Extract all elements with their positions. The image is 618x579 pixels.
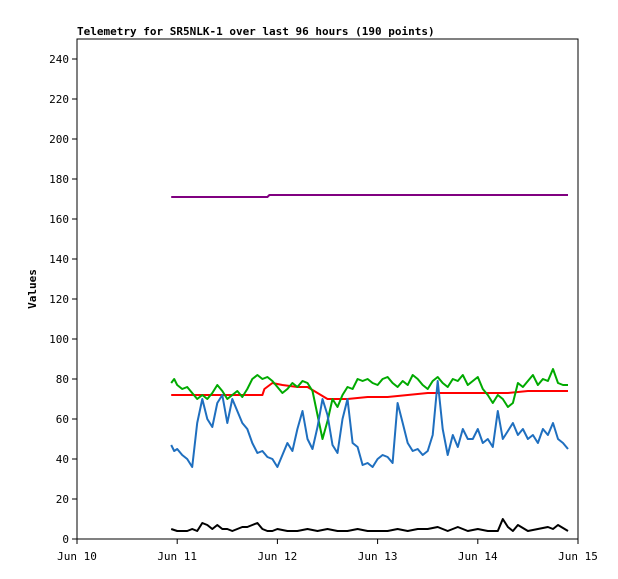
y-tick-label: 80 — [56, 373, 69, 386]
x-tick-label: Jun 12 — [258, 550, 298, 563]
x-tick-label: Jun 10 — [57, 550, 97, 563]
y-tick-label: 140 — [49, 253, 69, 266]
y-tick-label: 180 — [49, 173, 69, 186]
y-tick-label: 100 — [49, 333, 69, 346]
chart-title: Telemetry for SR5NLK-1 over last 96 hour… — [77, 25, 435, 38]
x-tick-label: Jun 11 — [157, 550, 197, 563]
y-tick-label: 0 — [62, 533, 69, 546]
y-tick-label: 40 — [56, 453, 69, 466]
y-tick-label: 220 — [49, 93, 69, 106]
y-axis-label: Values — [26, 269, 39, 309]
x-tick-label: Jun 15 — [558, 550, 598, 563]
y-tick-label: 120 — [49, 293, 69, 306]
series-line-0 — [171, 194, 568, 198]
series-line-4 — [170, 518, 569, 532]
series-lines — [170, 194, 569, 532]
series-line-2 — [170, 368, 568, 440]
y-tick-label: 200 — [49, 133, 69, 146]
series-line-3 — [170, 380, 569, 468]
x-axis: Jun 10 Jun 11 Jun 12 Jun 13 Jun 14 Jun 15 — [57, 539, 598, 563]
y-axis: 0 20 40 60 80 100 120 140 160 180 200 220 240 — [49, 53, 77, 546]
x-tick-label: Jun 13 — [358, 550, 398, 563]
x-tick-label: Jun 14 — [458, 550, 498, 563]
y-tick-label: 240 — [49, 53, 69, 66]
y-tick-label: 160 — [49, 213, 69, 226]
y-tick-label: 60 — [56, 413, 69, 426]
plot-frame — [76, 38, 579, 540]
y-tick-label: 20 — [56, 493, 69, 506]
